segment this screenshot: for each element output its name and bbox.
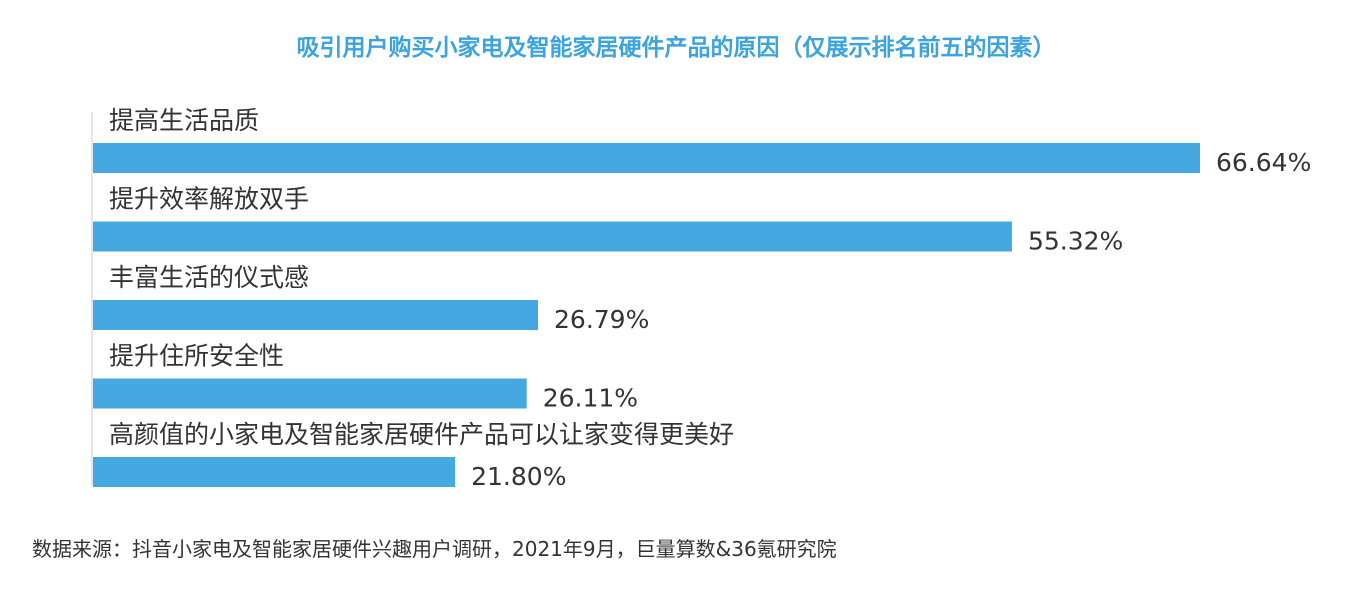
value-label: 26.11% xyxy=(543,384,638,413)
bar xyxy=(93,300,539,330)
category-label: 提升住所安全性 xyxy=(109,342,284,371)
value-label: 55.32% xyxy=(1028,227,1123,256)
bar xyxy=(93,378,527,409)
category-label: 高颜值的小家电及智能家居硬件产品可以让家变得更美好 xyxy=(109,420,734,449)
chart-title: 吸引用户购买小家电及智能家居硬件产品的原因（仅展示排名前五的因素） xyxy=(296,35,1056,61)
value-label: 66.64% xyxy=(1216,148,1311,177)
bar xyxy=(93,221,1012,252)
source-note: 数据来源：抖音小家电及智能家居硬件兴趣用户调研，2021年9月，巨量算数&36氪… xyxy=(32,537,837,561)
category-label: 提高生活品质 xyxy=(109,106,259,135)
value-label: 26.79% xyxy=(554,305,649,334)
bar xyxy=(93,143,1200,173)
category-label: 提升效率解放双手 xyxy=(109,185,309,214)
value-label: 21.80% xyxy=(471,462,566,491)
category-label: 丰富生活的仪式感 xyxy=(109,263,309,292)
bar xyxy=(93,457,456,487)
